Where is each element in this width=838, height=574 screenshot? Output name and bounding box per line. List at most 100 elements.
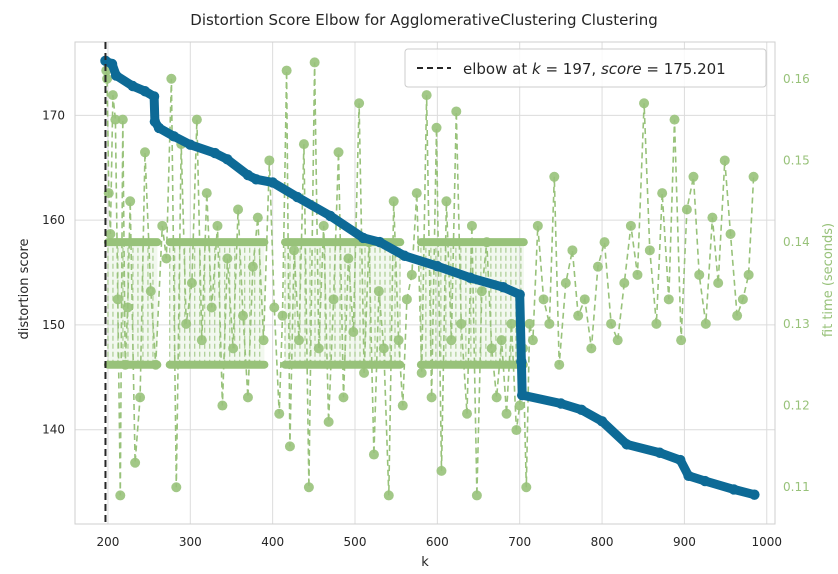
fit-time-point — [707, 212, 718, 223]
fit-time-point — [632, 269, 643, 280]
fit-time-point — [436, 465, 447, 476]
fit-time-point — [586, 343, 597, 354]
fit-time-point — [125, 196, 136, 207]
fit-time-point — [592, 261, 603, 272]
distortion-point — [514, 289, 525, 300]
fit-time-point — [191, 114, 202, 125]
fit-time-point — [212, 220, 223, 231]
distortion-point — [516, 356, 527, 367]
distortion-point — [555, 398, 567, 409]
distortion-point — [654, 447, 665, 458]
distortion-point — [222, 154, 233, 165]
fit-time-point — [481, 237, 492, 248]
distortion-point — [292, 191, 303, 203]
fit-time-point — [639, 98, 650, 109]
legend: elbow at k = 197, score = 175.201 — [404, 48, 767, 88]
distortion-point — [374, 236, 385, 248]
fit-time-line — [105, 62, 755, 496]
distortion-point — [432, 261, 443, 272]
fit-time-point — [524, 318, 535, 329]
fit-time-point — [462, 408, 472, 419]
fit-time-point — [554, 359, 565, 370]
fit-time-point — [491, 392, 502, 403]
fit-time-point — [328, 294, 339, 305]
y2-tick-label: 0.15 — [783, 153, 810, 167]
fit-time-point — [411, 188, 422, 199]
distortion-point — [358, 232, 369, 244]
fit-time-point — [713, 278, 724, 288]
fit-time-point — [117, 114, 128, 125]
legend-score-part: = 175.201 — [642, 60, 726, 78]
fit-time-point — [294, 335, 304, 346]
y-tick-label: 170 — [42, 108, 65, 122]
distortion-point — [399, 250, 410, 261]
fit-time-point — [120, 359, 131, 370]
fit-time-point — [501, 408, 512, 419]
fit-time-point — [451, 106, 462, 117]
fit-time-point — [506, 318, 517, 329]
fit-time-point — [496, 335, 507, 346]
fit-time-point — [393, 335, 404, 346]
x-tick-label: 800 — [591, 535, 614, 549]
distortion-point — [621, 439, 632, 450]
fit-time-point — [700, 318, 711, 329]
fit-time-point — [206, 302, 217, 313]
distortion-point — [325, 210, 336, 222]
fit-time-point — [527, 335, 538, 346]
tick-labels: 200 300 400 500 600 700 800 900 1000 140 150 160 170… — [42, 72, 810, 549]
x-tick-label: 1000 — [751, 535, 782, 549]
fit-time-point — [579, 294, 590, 305]
distortion-point — [110, 70, 122, 81]
distortion-series — [100, 55, 760, 500]
fit-time-point — [161, 253, 172, 264]
fit-time-point — [354, 98, 365, 109]
fit-time-point — [373, 286, 384, 297]
fit-time-point — [397, 400, 408, 411]
fit-time-point — [532, 220, 543, 231]
fit-time-point — [277, 310, 288, 321]
x-tick-label: 600 — [426, 535, 449, 549]
fit-time-point — [186, 278, 197, 288]
fit-time-point — [110, 114, 121, 125]
distortion-point — [596, 416, 608, 427]
fit-time-point — [737, 294, 748, 305]
fit-time-point — [732, 310, 743, 321]
fit-time-point — [663, 294, 674, 305]
fit-time-point — [269, 302, 280, 313]
distortion-point — [465, 272, 476, 283]
distortion-point — [498, 281, 509, 293]
fit-time-point — [217, 400, 228, 411]
fit-time-point — [333, 147, 344, 158]
legend-k-part: = 197, — [541, 60, 601, 78]
fit-time-point — [619, 278, 630, 288]
distortion-point — [148, 91, 160, 102]
distortion-point — [185, 139, 196, 150]
fit-time-point — [258, 335, 269, 346]
fit-time-point — [567, 245, 578, 256]
fit-time-point — [281, 65, 292, 76]
distortion-point — [139, 86, 151, 97]
fit-time-point — [599, 237, 610, 248]
fit-time-point — [388, 196, 399, 207]
y2-tick-label: 0.11 — [783, 480, 810, 494]
fit-time-point — [681, 204, 692, 215]
y-tick-label: 140 — [42, 423, 65, 437]
fit-time-point — [145, 286, 156, 297]
fit-time-point — [298, 139, 309, 150]
fit-time-point — [625, 220, 636, 231]
distortion-point — [267, 177, 278, 188]
fit-time-point — [102, 73, 113, 84]
fit-time-point — [549, 171, 560, 182]
y2-tick-label: 0.14 — [783, 235, 810, 249]
fit-time-series — [101, 57, 759, 501]
x-tick-label: 400 — [261, 535, 284, 549]
fit-time-point — [521, 482, 532, 493]
y-tick-label: 150 — [42, 318, 65, 332]
fit-time-point — [171, 482, 182, 493]
fit-time-point — [416, 367, 427, 378]
x-tick-label: 900 — [673, 535, 696, 549]
distortion-point — [106, 58, 118, 70]
fit-time-point — [669, 114, 680, 125]
fit-time-point — [544, 318, 555, 329]
fit-time-point — [264, 155, 275, 166]
